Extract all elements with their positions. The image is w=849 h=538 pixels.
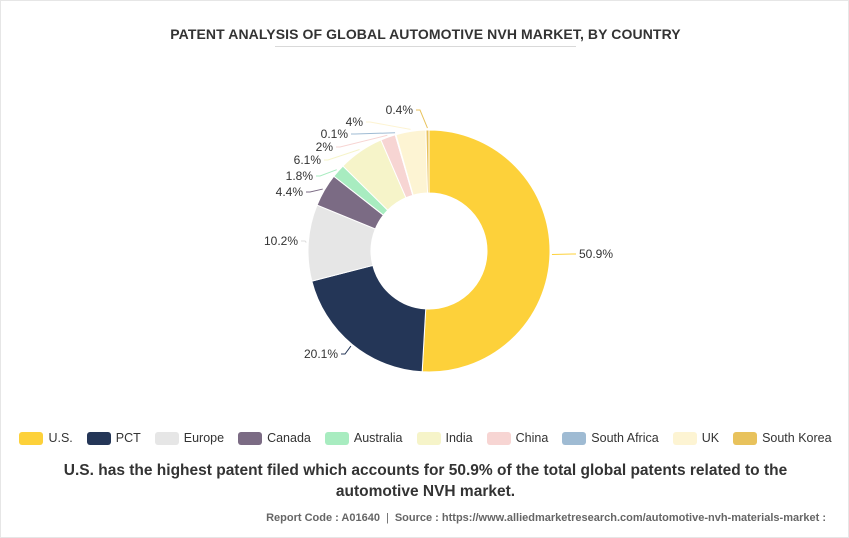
data-label: 1.8% bbox=[286, 169, 314, 183]
legend-label: UK bbox=[701, 431, 720, 445]
chart-caption: U.S. has the highest patent filed which … bbox=[63, 462, 788, 500]
data-label: 10.2% bbox=[264, 234, 298, 248]
legend-item[interactable]: Europe bbox=[154, 431, 225, 445]
legend-label: India bbox=[445, 431, 473, 445]
legend-label: PCT bbox=[115, 431, 141, 445]
legend-swatch bbox=[562, 431, 587, 445]
legend-item[interactable]: UK bbox=[672, 431, 720, 445]
leader-line bbox=[316, 169, 337, 177]
legend-label: Canada bbox=[267, 431, 311, 445]
data-label: 2% bbox=[316, 140, 334, 154]
legend-swatch bbox=[416, 431, 441, 445]
legend-swatch bbox=[324, 431, 349, 445]
legend-swatch bbox=[238, 431, 263, 445]
legend-label: Europe bbox=[183, 431, 225, 445]
legend-item[interactable]: Canada bbox=[238, 431, 311, 445]
legend-item[interactable]: South Korea bbox=[733, 431, 832, 445]
data-label: 4% bbox=[346, 115, 364, 129]
legend-label: South Africa bbox=[591, 431, 659, 445]
legend-swatch bbox=[486, 431, 511, 445]
leader-line bbox=[416, 109, 428, 129]
slice-u-s[interactable] bbox=[421, 129, 551, 373]
legend-swatch bbox=[733, 431, 758, 445]
leader-line bbox=[366, 121, 411, 130]
legend-swatch bbox=[19, 431, 44, 445]
report-code: Report Code : A01640 bbox=[266, 512, 380, 524]
source-line: Report Code : A01640 | Source : https://ww… bbox=[266, 512, 826, 524]
leader-line bbox=[306, 188, 323, 193]
leader-line bbox=[324, 149, 360, 161]
chart-legend: U.S. PCT Europe Canada Australia India China So… bbox=[1, 431, 849, 445]
data-label: 0.4% bbox=[386, 103, 414, 117]
data-label: 50.9% bbox=[579, 247, 613, 261]
legend-item[interactable]: China bbox=[486, 431, 549, 445]
data-label: 0.1% bbox=[321, 127, 349, 141]
legend-label: China bbox=[515, 431, 549, 445]
title-underline bbox=[275, 46, 576, 47]
legend-item[interactable]: South Africa bbox=[562, 431, 659, 445]
leader-line bbox=[351, 132, 396, 135]
slice-south-korea[interactable] bbox=[425, 129, 430, 194]
legend-item[interactable]: Australia bbox=[324, 431, 403, 445]
leader-line bbox=[301, 240, 307, 243]
legend-item[interactable]: U.S. bbox=[19, 431, 73, 445]
leader-line bbox=[336, 134, 388, 148]
legend-swatch bbox=[86, 431, 111, 445]
leader-line bbox=[341, 345, 352, 355]
donut-chart: 50.9% 20.1% 10.2% 4.4% 1.8% 6.1%2%0.1%4% 0.4% bbox=[264, 103, 613, 373]
legend-item[interactable]: India bbox=[416, 431, 473, 445]
source-url: Source : https://www.alliedmarketresearc… bbox=[394, 512, 826, 524]
data-label: 4.4% bbox=[276, 185, 304, 199]
data-label: 6.1% bbox=[294, 153, 322, 167]
slice-pct[interactable] bbox=[311, 264, 427, 373]
chart-title: PATENT ANALYSIS OF GLOBAL AUTOMOTIVE NVH… bbox=[170, 26, 681, 42]
legend-label: U.S. bbox=[48, 431, 73, 445]
legend-swatch bbox=[672, 431, 697, 445]
legend-label: Australia bbox=[353, 431, 403, 445]
legend-label: South Korea bbox=[762, 431, 832, 445]
footer-separator: | bbox=[385, 512, 389, 524]
legend-swatch bbox=[154, 431, 179, 445]
data-label: 20.1% bbox=[304, 347, 338, 361]
legend-item[interactable]: PCT bbox=[86, 431, 141, 445]
